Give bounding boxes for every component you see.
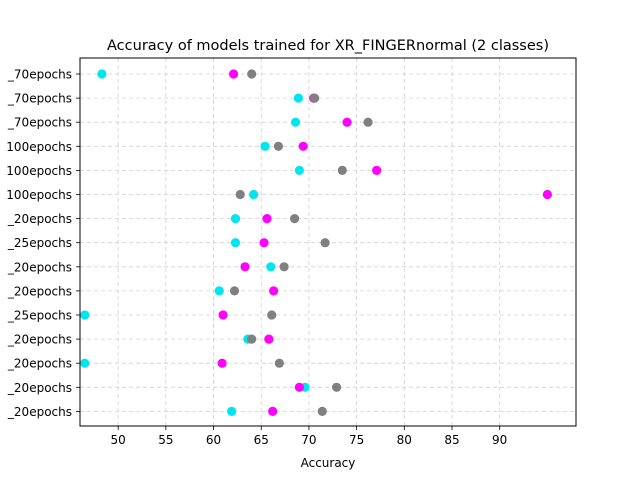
x-tick-label: 85: [444, 433, 459, 447]
y-tick-label: _20epochs: [7, 405, 72, 419]
x-tick-label: 50: [111, 433, 126, 447]
data-point-series-2: [372, 165, 382, 175]
y-tick-label: _20epochs: [7, 333, 72, 347]
data-point-series-3: [320, 238, 330, 248]
x-tick-label: 60: [206, 433, 221, 447]
x-tick-label: 75: [349, 433, 364, 447]
data-point-series-3: [290, 214, 300, 224]
x-axis-ticks: 50 55 60 65 70 75 80 85 90: [111, 426, 507, 447]
data-point-series-3: [267, 310, 277, 320]
y-axis-ticks: _70epochs _70epochs _70epochs 100epochs 100e…: [6, 68, 80, 419]
y-tick-label: _20epochs: [7, 284, 72, 298]
data-point-series-3: [279, 262, 289, 272]
y-tick-label: _20epochs: [7, 260, 72, 274]
data-point-series-1: [249, 189, 259, 200]
data-point-series-2: [268, 406, 278, 416]
data-points: [80, 69, 552, 416]
data-point-series-2: [264, 334, 274, 344]
data-point-series-2: [218, 310, 228, 320]
data-point-series-3: [247, 334, 257, 344]
data-point-series-3: [274, 358, 284, 368]
data-point-series-1: [293, 93, 304, 103]
data-point-series-2: [217, 358, 227, 368]
data-point-series-2: [294, 382, 304, 392]
x-tick-label: 70: [301, 433, 316, 447]
y-tick-label: 100epochs: [6, 140, 72, 154]
data-point-series-2: [298, 141, 308, 151]
chart-title: Accuracy of models trained for XR_FINGER…: [107, 38, 549, 54]
data-point-series-1: [214, 286, 224, 296]
data-point-series-3: [337, 165, 347, 175]
data-point-series-1: [80, 358, 90, 368]
data-point-series-1: [266, 262, 276, 272]
data-point-series-3: [363, 117, 373, 127]
data-point-series-3: [317, 406, 327, 416]
data-point-series-3: [310, 93, 320, 103]
x-tick-label: 80: [397, 433, 412, 447]
data-point-series-3: [235, 189, 245, 200]
data-point-series-1: [227, 406, 237, 416]
x-tick-label: 55: [158, 433, 173, 447]
x-tick-label: 65: [254, 433, 269, 447]
data-point-series-1: [260, 141, 270, 151]
data-point-series-2: [240, 262, 250, 272]
y-tick-label: _25epochs: [7, 236, 72, 250]
data-point-series-1: [294, 165, 304, 175]
y-tick-label: 100epochs: [6, 164, 72, 178]
x-tick-label: 90: [492, 433, 507, 447]
data-point-series-2: [262, 214, 272, 224]
data-point-series-3: [273, 141, 283, 151]
data-point-series-1: [230, 214, 241, 224]
data-point-series-1: [80, 310, 90, 320]
y-tick-label: 100epochs: [6, 188, 72, 202]
data-point-series-2: [269, 286, 279, 296]
x-axis-label: Accuracy: [301, 456, 356, 470]
data-point-series-3: [331, 382, 342, 392]
y-tick-label: _70epochs: [7, 68, 72, 82]
y-tick-label: _20epochs: [7, 381, 72, 395]
y-tick-label: _25epochs: [7, 309, 72, 323]
data-point-series-2: [342, 117, 352, 127]
plot-frame: [79, 57, 577, 427]
data-point-series-1: [97, 69, 107, 79]
data-point-series-3: [229, 286, 240, 296]
y-tick-label: _20epochs: [7, 357, 72, 371]
data-point-series-2: [228, 69, 239, 79]
y-tick-label: _70epochs: [7, 92, 72, 106]
data-point-series-2: [259, 238, 269, 248]
data-point-series-1: [230, 238, 241, 248]
y-tick-label: _70epochs: [7, 116, 72, 130]
data-point-series-1: [290, 117, 301, 127]
y-tick-label: _20epochs: [7, 212, 72, 226]
data-point-series-3: [247, 69, 257, 79]
data-point-series-2: [542, 189, 552, 200]
